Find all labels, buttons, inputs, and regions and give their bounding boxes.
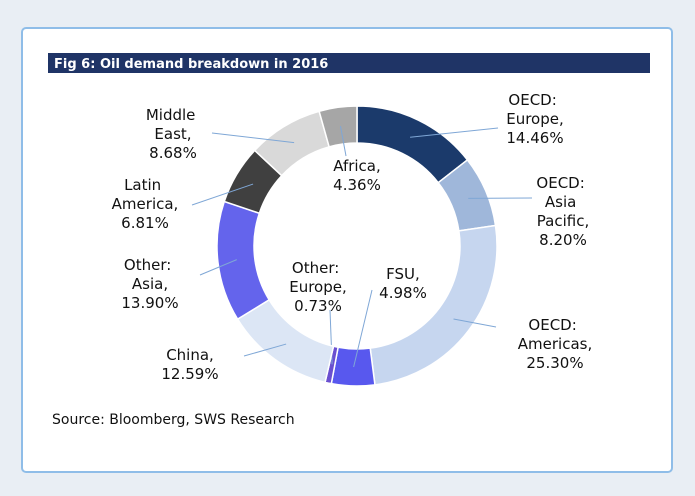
chart-title: Fig 6: Oil demand breakdown in 2016 [54, 57, 328, 72]
label-line: Other: [124, 256, 176, 274]
value-label: 4.36% [333, 176, 381, 194]
label-line: Middle [146, 106, 200, 124]
label-line: Americas, [518, 335, 592, 353]
label-line: Latin [124, 176, 166, 194]
value-label: 6.81% [121, 214, 169, 232]
category-label: FSU, [386, 265, 420, 283]
label-line: East, [154, 125, 191, 143]
category-label: OECD: Americas, [518, 316, 592, 353]
category-label: OECD: Europe, [506, 91, 564, 128]
donut-segment [331, 347, 375, 386]
label-line: OECD: [508, 91, 561, 109]
label-line: America, [112, 195, 179, 213]
category-label: Other: Europe, [289, 259, 347, 296]
value-label: 25.30% [526, 354, 583, 372]
value-label: 8.68% [149, 144, 197, 162]
label-line: OECD: [536, 174, 589, 192]
value-label: 8.20% [539, 231, 587, 249]
label-line: OECD: [528, 316, 581, 334]
label-line: China, [166, 346, 214, 364]
value-label: 0.73% [294, 297, 342, 315]
value-label: 12.59% [161, 365, 218, 383]
label-line: Africa, [333, 157, 381, 175]
label-line: Other: [292, 259, 344, 277]
value-label: 13.90% [121, 294, 178, 312]
category-label: Africa, [333, 157, 381, 175]
label-line: Asia [545, 193, 581, 211]
label-line: Pacific, [537, 212, 589, 230]
value-label: 14.46% [506, 129, 563, 147]
panel [22, 28, 672, 472]
label-line: FSU, [386, 265, 420, 283]
category-label: China, [166, 346, 214, 364]
label-line: Europe, [506, 110, 564, 128]
label-line: Asia, [132, 275, 168, 293]
source: Source: Bloomberg, SWS Research [52, 412, 295, 428]
label-line: Europe, [289, 278, 347, 296]
value-label: 4.98% [379, 284, 427, 302]
